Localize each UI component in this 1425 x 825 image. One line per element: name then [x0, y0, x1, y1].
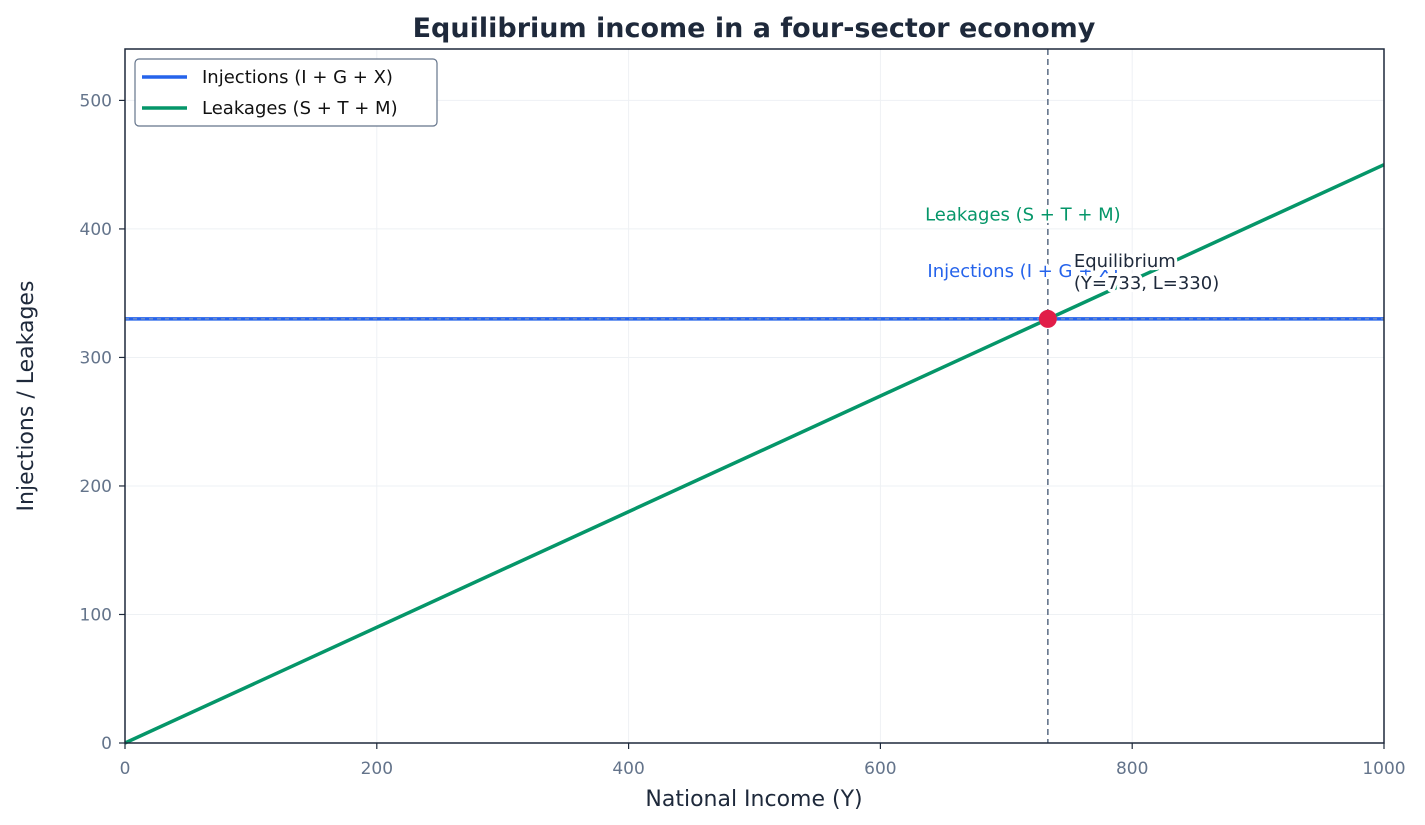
legend: Injections (I + G + X) Leakages (S + T +… [134, 58, 438, 127]
x-axis-label: National Income (Y) [645, 787, 862, 812]
annotations: Leakages (S + T + M)Injections (I + G + … [125, 49, 1384, 743]
plot-frame [124, 48, 1385, 744]
legend-box [134, 58, 438, 127]
y-axis-label: Injections / Leakages [14, 281, 39, 512]
y-tick-label: 200 [80, 477, 112, 497]
chart-title: Equilibrium income in a four-sector econ… [413, 13, 1096, 44]
y-tick-label: 0 [101, 734, 112, 754]
equilibrium-label-line2: (Y=733, L=330) [1074, 273, 1219, 294]
y-tick-label: 300 [80, 348, 112, 368]
x-tick-label: 800 [1116, 759, 1148, 779]
ticks: 0 200 400 600 800 1000 0 100 200 300 400 500 [80, 91, 1406, 779]
y-tick-label: 400 [80, 220, 112, 240]
y-tick-label: 500 [80, 91, 112, 111]
leakages-line-label: Leakages (S + T + M) [925, 205, 1121, 226]
equilibrium-point [1038, 309, 1057, 328]
injections-line-label: Injections (I + G + X) [927, 261, 1118, 282]
y-tick-label: 100 [80, 605, 112, 625]
x-tick-label: 0 [120, 759, 131, 779]
legend-label-leakages: Leakages (S + T + M) [202, 98, 398, 119]
x-tick-label: 400 [612, 759, 644, 779]
x-tick-label: 1000 [1362, 759, 1405, 779]
x-tick-label: 200 [361, 759, 393, 779]
x-tick-label: 600 [864, 759, 896, 779]
equilibrium-label-line1: Equilibrium [1074, 251, 1176, 272]
leakages-line [124, 163, 1385, 745]
legend-label-injections: Injections (I + G + X) [202, 67, 393, 88]
